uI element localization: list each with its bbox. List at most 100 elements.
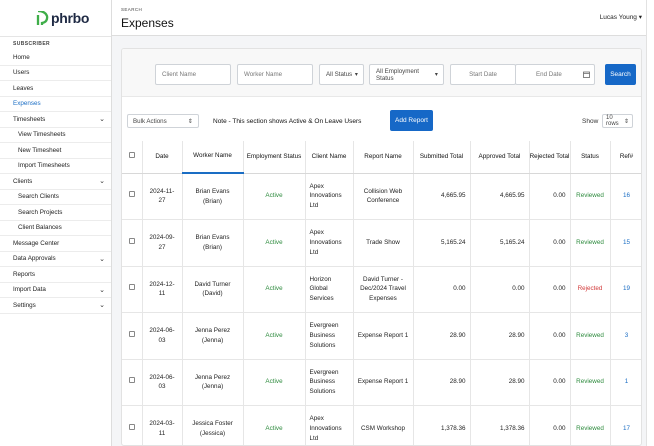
sidebar-item-client-balances[interactable]: Client Balances xyxy=(0,221,111,236)
top-header: SEARCH Expenses Lucas Young ▾ xyxy=(112,0,654,36)
worker-cell: Jessica Foster (Jessica) xyxy=(182,405,244,445)
client-name-input[interactable]: Client Name xyxy=(155,64,231,85)
chevron-down-icon[interactable]: ⌄ xyxy=(99,302,105,310)
show-label: Show xyxy=(582,118,599,125)
row-checkbox[interactable] xyxy=(128,191,135,198)
row-select-cell xyxy=(122,266,143,313)
rejected-total-cell: 0.00 xyxy=(529,219,571,267)
ref-cell[interactable]: 19 xyxy=(610,266,641,313)
sidebar-section-label: SUBSCRIBER xyxy=(0,36,111,50)
sidebar-item-label: Import Data xyxy=(13,286,46,294)
table-row[interactable]: 2024-12-11 David Turner (David) Active Hori… xyxy=(122,266,641,313)
user-menu[interactable]: Lucas Young ▾ xyxy=(599,14,642,21)
sidebar-item-label: Settings xyxy=(13,301,36,309)
row-checkbox[interactable] xyxy=(128,284,135,291)
sidebar-item-label: Leaves xyxy=(13,84,34,92)
expenses-card: Client Name Worker Name All Status ▾ All… xyxy=(121,48,642,446)
approved-total-cell: 0.00 xyxy=(470,266,530,313)
col-employment-status[interactable]: Employment Status xyxy=(243,141,306,174)
status-cell: Reviewed xyxy=(570,405,611,445)
sidebar-item-search-clients[interactable]: Search Clients xyxy=(0,190,111,205)
filter-bar: Client Name Worker Name All Status ▾ All… xyxy=(122,49,641,97)
ref-cell[interactable]: 15 xyxy=(610,219,641,267)
table-row[interactable]: 2024-06-03 Jenna Perez (Jenna) Active Everg… xyxy=(122,359,641,406)
sidebar-item-import-data[interactable]: Import Data ⌄ xyxy=(0,283,111,298)
sidebar-item-settings[interactable]: Settings ⌄ xyxy=(0,298,111,314)
sidebar-item-view-timesheets[interactable]: View Timesheets xyxy=(0,128,111,143)
employment-status-cell: Active xyxy=(243,219,306,267)
col-worker-name[interactable]: Worker Name xyxy=(182,141,244,174)
sidebar-item-search-projects[interactable]: Search Projects xyxy=(0,205,111,221)
sidebar-item-users[interactable]: Users xyxy=(0,66,111,81)
worker-name-input[interactable]: Worker Name xyxy=(237,64,313,85)
report-cell: CSM Workshop xyxy=(353,405,414,445)
submitted-total-cell: 28.90 xyxy=(413,312,471,360)
chevron-down-icon[interactable]: ⌄ xyxy=(99,178,105,186)
sidebar-item-label: Import Timesheets xyxy=(18,162,70,170)
date-cell: 2024-09-27 xyxy=(142,219,183,267)
sidebar-item-expenses[interactable]: Expenses xyxy=(0,97,111,112)
row-checkbox[interactable] xyxy=(128,237,135,244)
chevron-down-icon[interactable]: ⌄ xyxy=(99,116,105,124)
sidebar-item-timesheets[interactable]: Timesheets ⌄ xyxy=(0,112,111,128)
sidebar-item-new-timesheet[interactable]: New Timesheet xyxy=(0,143,111,159)
sidebar-item-label: Search Clients xyxy=(18,193,59,201)
ref-cell[interactable]: 1 xyxy=(610,359,641,406)
rejected-total-cell: 0.00 xyxy=(529,266,571,313)
table-row[interactable]: 2024-06-03 Jenna Perez (Jenna) Active Everg… xyxy=(122,312,641,360)
ref-cell[interactable]: 16 xyxy=(610,173,641,220)
sidebar-item-leaves[interactable]: Leaves xyxy=(0,81,111,97)
sidebar-item-clients[interactable]: Clients ⌄ xyxy=(0,174,111,190)
table-row[interactable]: 2024-09-27 Brian Evans (Brian) Active Apex … xyxy=(122,219,641,267)
row-checkbox[interactable] xyxy=(128,377,135,384)
col-report-name[interactable]: Report Name xyxy=(353,141,414,174)
sidebar-item-label: Client Balances xyxy=(18,224,62,232)
table-row[interactable]: 2024-03-11 Jessica Foster (Jessica) Active… xyxy=(122,405,641,445)
select-all-cell xyxy=(122,141,143,174)
employment-status-select[interactable]: All Employment Status ▾ xyxy=(369,64,444,85)
sidebar-item-data-approvals[interactable]: Data Approvals ⌄ xyxy=(0,252,111,267)
search-button[interactable]: Search xyxy=(605,64,636,85)
sidebar-item-home[interactable]: Home xyxy=(0,50,111,66)
col-client-name[interactable]: Client Name xyxy=(305,141,354,174)
chevron-down-icon[interactable]: ⌄ xyxy=(99,286,105,294)
chevron-down-icon[interactable]: ⌄ xyxy=(99,255,105,263)
worker-cell: David Turner (David) xyxy=(182,266,244,313)
end-date-input[interactable]: End Date xyxy=(515,64,595,85)
brand-logo[interactable]: phrbo xyxy=(0,0,111,36)
col-status[interactable]: Status xyxy=(570,141,611,174)
col-rejected-total[interactable]: Rejected Total xyxy=(529,141,571,174)
sidebar-item-message-center[interactable]: Message Center xyxy=(0,236,111,252)
sidebar: phrbo SUBSCRIBER Home Users Leaves Expenses… xyxy=(0,0,112,446)
add-report-button[interactable]: Add Report xyxy=(390,110,433,131)
sidebar-nav: Home Users Leaves Expenses Timesheets ⌄ View T… xyxy=(0,50,111,314)
sidebar-item-label: Reports xyxy=(13,270,36,278)
sidebar-item-label: Expenses xyxy=(13,100,41,108)
table-row[interactable]: 2024-11-27 Brian Evans (Brian) Active Apex … xyxy=(122,173,641,220)
col-approved-total[interactable]: Approved Total xyxy=(470,141,530,174)
status-select[interactable]: All Status ▾ xyxy=(319,64,364,85)
section-note: Note - This section shows Active & On Le… xyxy=(213,118,362,125)
ref-cell[interactable]: 3 xyxy=(610,312,641,360)
rows-per-page-select[interactable]: 10 rows ⇕ xyxy=(602,114,633,128)
select-all-checkbox[interactable] xyxy=(128,152,135,158)
bulk-actions-select[interactable]: Bulk Actions ⇕ xyxy=(127,114,199,128)
worker-cell: Brian Evans (Brian) xyxy=(182,173,244,220)
employment-status-cell: Active xyxy=(243,405,306,445)
client-cell: Apex Innovations Ltd xyxy=(305,219,354,267)
sidebar-item-import-timesheets[interactable]: Import Timesheets xyxy=(0,159,111,174)
end-date-placeholder: End Date xyxy=(536,71,562,78)
col-date[interactable]: Date xyxy=(142,141,183,174)
ref-cell[interactable]: 17 xyxy=(610,405,641,445)
client-cell: Apex Innovations Ltd xyxy=(305,405,354,445)
calendar-icon[interactable] xyxy=(583,71,590,78)
chevron-updown-icon: ⇕ xyxy=(187,117,193,125)
col-ref[interactable]: Ref# xyxy=(610,141,641,174)
date-cell: 2024-03-11 xyxy=(142,405,183,445)
col-submitted-total[interactable]: Submitted Total xyxy=(413,141,471,174)
start-date-input[interactable]: Start Date xyxy=(450,64,516,85)
row-checkbox[interactable] xyxy=(128,423,135,430)
sidebar-item-reports[interactable]: Reports xyxy=(0,267,111,283)
row-checkbox[interactable] xyxy=(128,330,135,337)
status-cell: Reviewed xyxy=(570,173,611,220)
